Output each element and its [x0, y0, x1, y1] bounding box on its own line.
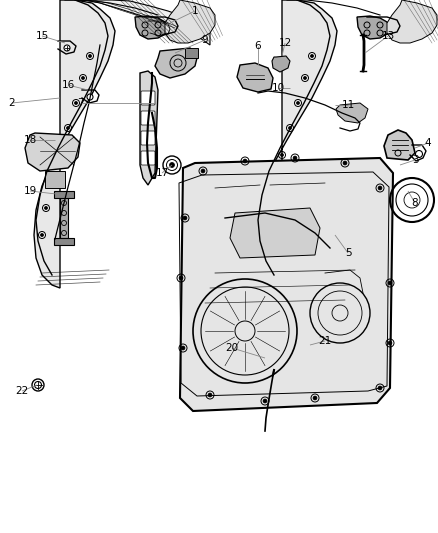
Circle shape [32, 379, 44, 391]
Polygon shape [25, 133, 80, 171]
FancyBboxPatch shape [141, 131, 155, 145]
Text: 12: 12 [279, 38, 292, 48]
Circle shape [59, 154, 61, 157]
Circle shape [297, 101, 300, 104]
Polygon shape [80, 0, 210, 45]
Text: 11: 11 [341, 100, 355, 110]
Circle shape [311, 54, 314, 58]
Circle shape [313, 396, 317, 400]
Polygon shape [140, 71, 158, 185]
Text: 6: 6 [254, 41, 261, 51]
Text: 10: 10 [272, 83, 285, 93]
Text: 7: 7 [77, 98, 83, 108]
Polygon shape [384, 130, 415, 160]
Circle shape [81, 77, 85, 79]
Circle shape [262, 233, 265, 237]
Circle shape [74, 101, 78, 104]
Text: 2: 2 [9, 98, 15, 108]
Polygon shape [34, 0, 115, 288]
Text: 15: 15 [35, 31, 49, 41]
Circle shape [280, 154, 283, 157]
Circle shape [87, 94, 93, 100]
Polygon shape [165, 0, 215, 43]
FancyBboxPatch shape [141, 151, 155, 165]
Circle shape [304, 77, 307, 79]
Circle shape [183, 216, 187, 220]
Circle shape [266, 206, 269, 209]
Circle shape [45, 206, 47, 209]
Circle shape [170, 163, 174, 167]
Text: 22: 22 [15, 386, 28, 396]
Circle shape [208, 393, 212, 397]
Text: 17: 17 [155, 168, 169, 178]
Text: 20: 20 [226, 343, 239, 353]
Text: 8: 8 [412, 198, 418, 208]
Circle shape [343, 161, 347, 165]
Text: 13: 13 [381, 31, 395, 41]
Polygon shape [266, 348, 282, 370]
Text: 18: 18 [23, 135, 37, 145]
Circle shape [181, 346, 185, 350]
Text: 9: 9 [201, 35, 208, 45]
Text: 1: 1 [192, 6, 198, 16]
Polygon shape [230, 208, 320, 258]
Polygon shape [60, 195, 68, 238]
Circle shape [52, 180, 54, 182]
Circle shape [293, 156, 297, 160]
Circle shape [273, 180, 276, 182]
Circle shape [378, 186, 382, 190]
Polygon shape [180, 158, 393, 411]
FancyBboxPatch shape [141, 111, 155, 125]
Polygon shape [302, 338, 318, 360]
Circle shape [163, 156, 181, 174]
Text: 5: 5 [345, 248, 351, 258]
Circle shape [388, 281, 392, 285]
Circle shape [88, 54, 92, 58]
Polygon shape [272, 56, 290, 72]
Polygon shape [237, 63, 273, 92]
Circle shape [243, 159, 247, 163]
Polygon shape [48, 171, 62, 175]
Polygon shape [387, 0, 437, 43]
Polygon shape [45, 171, 65, 188]
Circle shape [416, 150, 423, 157]
Polygon shape [336, 103, 368, 123]
Polygon shape [357, 16, 390, 39]
Polygon shape [155, 48, 198, 78]
Text: 4: 4 [425, 138, 431, 148]
Circle shape [67, 126, 70, 130]
FancyBboxPatch shape [141, 91, 155, 105]
Circle shape [179, 276, 183, 280]
Circle shape [64, 45, 70, 51]
Text: 16: 16 [61, 80, 74, 90]
Circle shape [378, 386, 382, 390]
Text: 3: 3 [412, 155, 418, 165]
Circle shape [388, 341, 392, 345]
Polygon shape [256, 0, 337, 288]
Circle shape [263, 399, 267, 403]
Circle shape [201, 169, 205, 173]
Circle shape [289, 126, 292, 130]
Polygon shape [185, 48, 198, 58]
Text: 19: 19 [23, 186, 37, 196]
Polygon shape [54, 191, 74, 198]
Circle shape [40, 233, 43, 237]
Text: 21: 21 [318, 336, 332, 346]
Polygon shape [54, 238, 74, 245]
Polygon shape [135, 16, 168, 39]
